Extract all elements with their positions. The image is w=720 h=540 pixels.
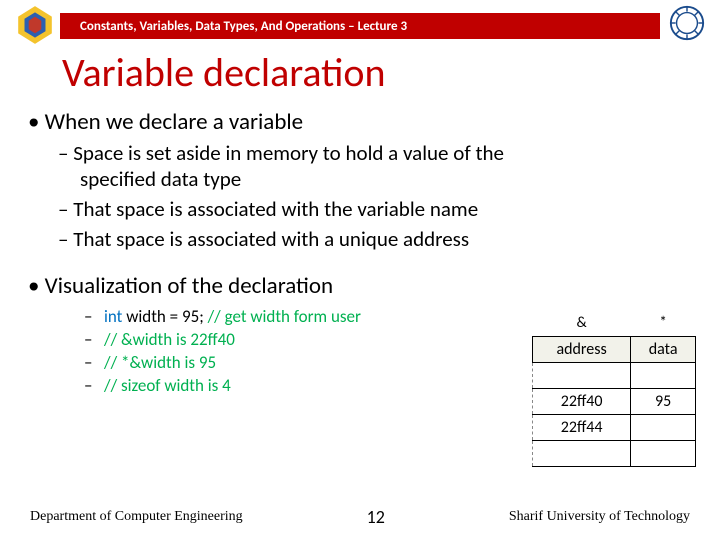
header-bar: Constants, Variables, Data Types, And Op… [0, 10, 720, 42]
bullet-sub-1a: – Space is set aside in memory to hold a… [58, 140, 700, 166]
logo-right-icon [668, 4, 706, 42]
code-text: width = 95; [122, 306, 207, 327]
mem-cell-data2 [631, 414, 696, 440]
code-comment-2: // &width is 22ff40 [104, 329, 235, 350]
mem-cell-addr1: 22ff40 [533, 388, 631, 414]
page-title: Variable declaration [62, 48, 386, 97]
memory-table: & * address data 22ff40 95 22ff44 [532, 310, 696, 467]
mem-amp: & [533, 310, 631, 336]
footer-right: Sharif University of Technology [509, 509, 690, 525]
bullet-sub-1c: – That space is associated with a unique… [58, 226, 700, 252]
mem-cell-empty2 [631, 362, 696, 388]
mem-cell-data1: 95 [631, 388, 696, 414]
breadcrumb-text: Constants, Variables, Data Types, And Op… [80, 19, 407, 34]
mem-star: * [631, 310, 696, 336]
mem-cell-empty3 [533, 440, 631, 466]
mem-cell-empty1 [533, 362, 631, 388]
bullet-main-2: Visualization of the declaration [28, 272, 700, 300]
logo-left-icon [14, 4, 56, 46]
mem-cell-addr2: 22ff44 [533, 414, 631, 440]
mem-header-data: data [631, 336, 696, 362]
code-comment-4: // sizeof width is 4 [104, 375, 231, 396]
breadcrumb-bar: Constants, Variables, Data Types, And Op… [60, 13, 660, 39]
bullet-sub-1a-cont: specified data type [80, 166, 700, 192]
bullet-main-1: When we declare a variable [28, 108, 700, 136]
code-comment: // get width form user [208, 306, 361, 327]
code-keyword: int [104, 306, 122, 327]
code-comment-3: // *&width is 95 [104, 352, 216, 373]
bullet-sub-1b: – That space is associated with the vari… [58, 196, 700, 222]
footer: Department of Computer Engineering 12 Sh… [0, 506, 720, 528]
footer-left: Department of Computer Engineering [30, 509, 243, 525]
page-number: 12 [367, 506, 385, 528]
mem-header-address: address [533, 336, 631, 362]
mem-cell-empty4 [631, 440, 696, 466]
